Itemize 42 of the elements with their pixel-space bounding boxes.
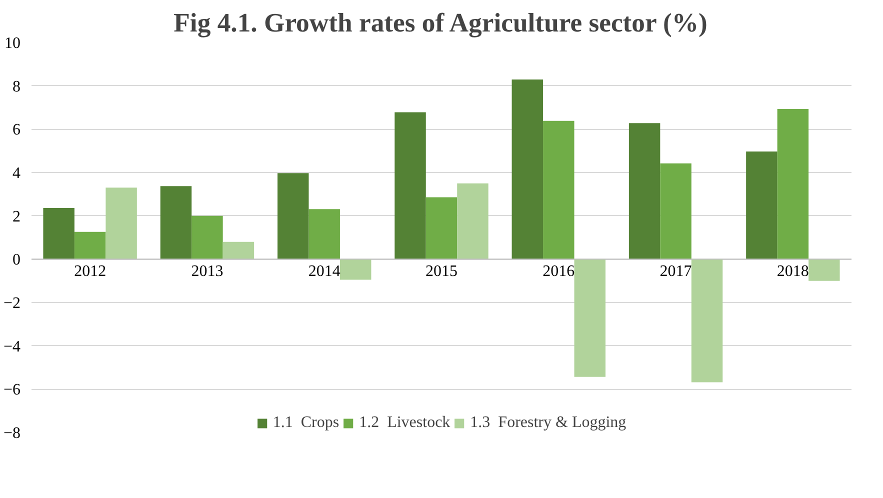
y-tick-label: −6 — [3, 382, 21, 399]
bar — [308, 209, 340, 260]
x-tick-label: 2015 — [426, 263, 458, 280]
bar — [808, 259, 840, 281]
bar — [192, 216, 223, 260]
legend-label: 1.3 Forestry & Logging — [470, 414, 626, 432]
y-tick-label: 2 — [12, 208, 20, 226]
x-tick-label: 2016 — [542, 263, 575, 280]
bar — [43, 208, 74, 260]
bar — [426, 197, 458, 260]
x-tick-label: 2013 — [191, 263, 224, 280]
y-tick-label: 0 — [12, 252, 20, 269]
bar — [543, 120, 574, 260]
bar — [777, 109, 809, 260]
bar — [278, 173, 309, 260]
bar — [160, 186, 192, 260]
y-tick-label: −2 — [3, 295, 21, 312]
x-tick-label: 2018 — [776, 263, 809, 280]
y-tick-label: 8 — [12, 78, 20, 96]
y-tick-label: 6 — [12, 122, 20, 139]
x-tick-label: 2017 — [660, 263, 692, 280]
y-tick-label: −4 — [3, 338, 21, 356]
bar — [574, 259, 606, 377]
x-tick-label: 2012 — [74, 263, 106, 280]
y-tick-label: 4 — [12, 165, 20, 182]
bar — [691, 259, 723, 382]
bar — [746, 151, 778, 260]
bar — [394, 112, 426, 260]
legend-label: 1.1 Crops — [272, 414, 340, 432]
bar — [628, 123, 660, 260]
chart-title: Fig 4.1. Growth rates of Agriculture sector (%) — [174, 8, 708, 38]
legend-label: 1.2 Livestock — [359, 414, 450, 432]
y-tick-label: −8 — [3, 425, 21, 442]
x-tick-label: 2014 — [308, 263, 340, 280]
bar — [74, 232, 106, 260]
bar — [512, 80, 544, 260]
bar — [660, 163, 692, 260]
bar — [106, 188, 137, 260]
bar — [222, 242, 254, 260]
bar — [340, 259, 372, 280]
y-tick-label: 10 — [4, 35, 20, 52]
bar — [457, 183, 488, 260]
